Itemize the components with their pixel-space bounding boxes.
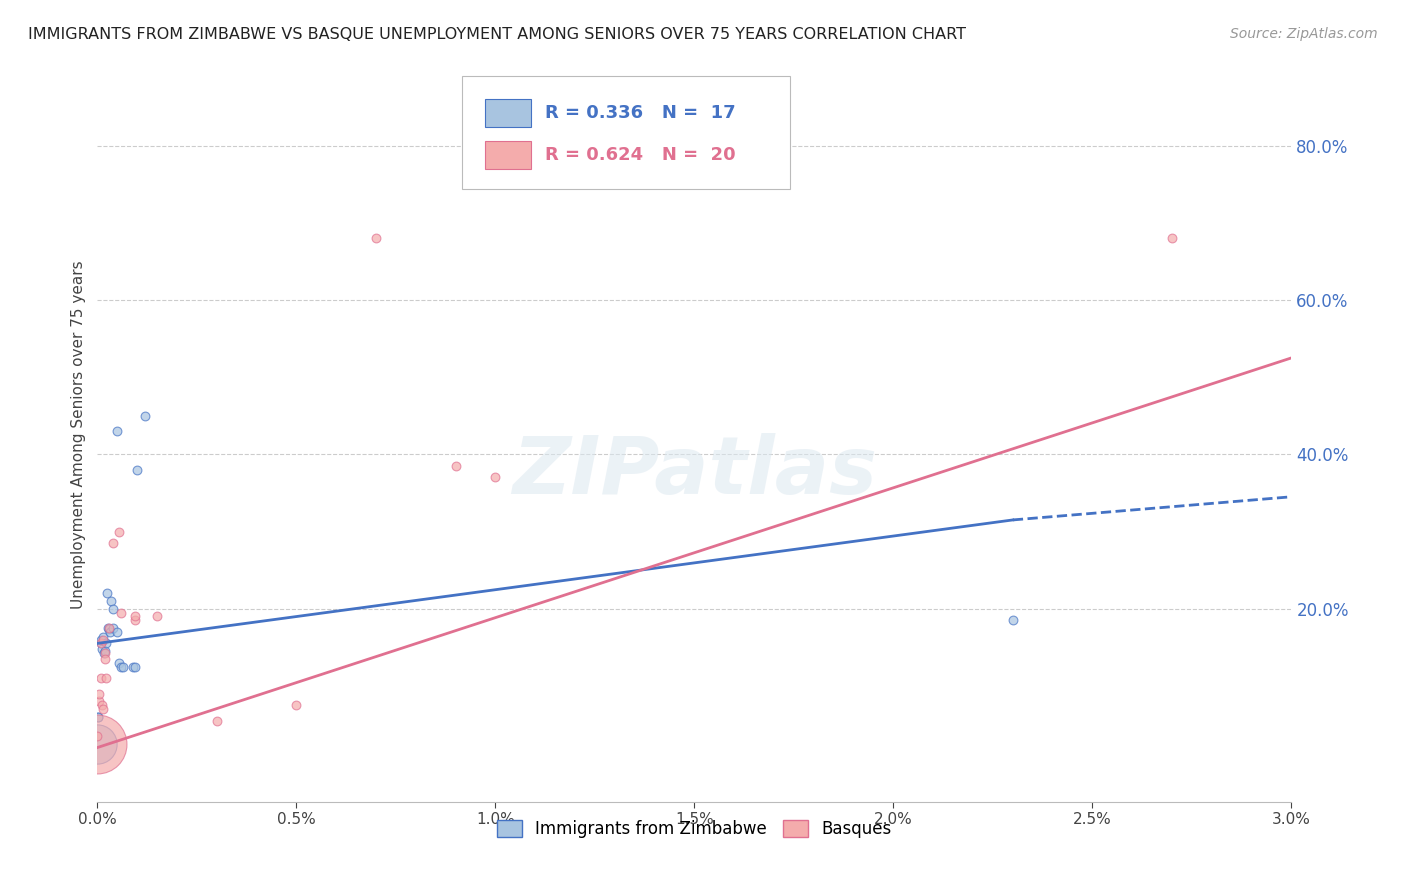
Point (108, 524, 131, 539)
FancyBboxPatch shape (485, 141, 531, 169)
Point (91, 632, 114, 647)
Point (1161, 231, 1184, 245)
Point (205, 714, 228, 728)
Point (90, 632, 112, 647)
Legend: Immigrants from Zimbabwe, Basques: Immigrants from Zimbabwe, Basques (491, 813, 898, 845)
Point (86, 737, 108, 751)
Point (110, 606, 132, 620)
Point (103, 621, 125, 635)
Point (122, 659, 145, 673)
Point (100, 624, 122, 639)
Point (87, 709, 110, 723)
Point (91, 641, 114, 656)
Point (364, 231, 387, 245)
Point (124, 613, 146, 627)
Point (103, 601, 125, 615)
Point (98, 621, 121, 635)
Text: IMMIGRANTS FROM ZIMBABWE VS BASQUE UNEMPLOYMENT AMONG SENIORS OVER 75 YEARS CORR: IMMIGRANTS FROM ZIMBABWE VS BASQUE UNEMP… (28, 27, 966, 42)
Point (91, 702, 114, 716)
Point (90, 671, 112, 685)
Point (89, 687, 111, 701)
Point (285, 698, 308, 712)
Text: R = 0.336   N =  17: R = 0.336 N = 17 (546, 104, 735, 122)
Point (94, 644, 117, 658)
Point (484, 470, 506, 484)
Point (105, 424, 128, 438)
Point (86, 737, 108, 751)
Point (105, 624, 128, 639)
Point (94, 652, 117, 666)
Point (127, 463, 149, 477)
Text: ZIPatlas: ZIPatlas (512, 433, 877, 511)
Point (90, 636, 112, 650)
Text: Source: ZipAtlas.com: Source: ZipAtlas.com (1230, 27, 1378, 41)
Point (93, 646, 115, 660)
Point (112, 659, 135, 673)
Point (91, 630, 114, 644)
Point (86, 729, 108, 743)
Point (134, 409, 156, 423)
Point (110, 659, 132, 673)
Text: R = 0.624   N =  20: R = 0.624 N = 20 (546, 146, 735, 164)
Point (103, 536, 125, 550)
Point (91, 698, 114, 712)
Point (87, 694, 110, 708)
Point (98, 623, 121, 637)
FancyBboxPatch shape (485, 99, 531, 128)
Point (444, 458, 467, 473)
Point (124, 609, 146, 624)
Point (124, 659, 146, 673)
Point (94, 636, 117, 650)
FancyBboxPatch shape (461, 76, 790, 189)
Point (93, 646, 115, 660)
Point (97, 621, 120, 635)
Point (94, 671, 117, 685)
Y-axis label: Unemployment Among Seniors over 75 years: Unemployment Among Seniors over 75 years (72, 260, 86, 609)
Point (96, 586, 118, 600)
Point (90, 636, 112, 650)
Point (108, 656, 131, 670)
Point (87, 709, 110, 723)
Point (100, 594, 122, 608)
Point (1001, 613, 1024, 627)
Point (146, 609, 169, 624)
